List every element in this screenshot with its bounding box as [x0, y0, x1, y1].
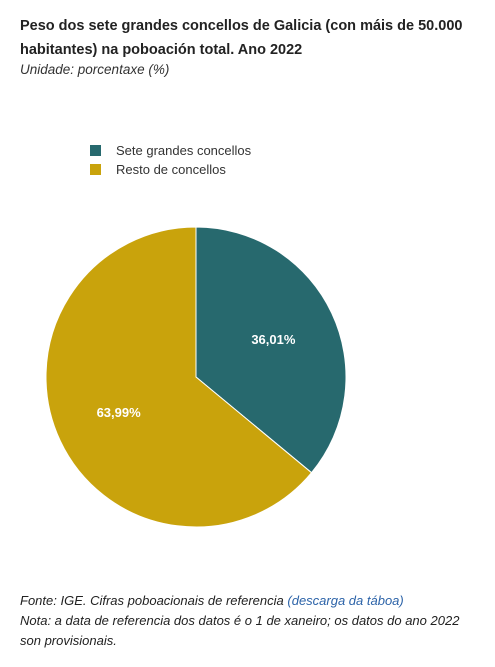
source-text: Fonte: IGE. Cifras poboacionais de refer…	[20, 593, 284, 608]
source-line: Fonte: IGE. Cifras poboacionais de refer…	[20, 591, 480, 611]
note-text: Nota: a data de referencia dos datos é o…	[20, 613, 460, 648]
legend-item-sete-grandes-concellos[interactable]: Sete grandes concellos	[90, 141, 251, 160]
pie-label-sete-grandes-concellos: 36,01%	[251, 332, 296, 347]
pie-slice-resto-de-concellos[interactable]	[45, 226, 313, 528]
pie-chart: 36,01% 63,99%	[45, 226, 347, 528]
pie-slice-sete-grandes-concellos[interactable]	[195, 226, 347, 474]
legend-item-resto-de-concellos[interactable]: Resto de concellos	[90, 160, 251, 179]
legend-swatch-resto-de-concellos	[90, 164, 101, 175]
chart-footer: Fonte: IGE. Cifras poboacionais de refer…	[20, 591, 480, 651]
legend-swatch-sete-grandes-concellos	[90, 145, 101, 156]
legend-label-resto-de-concellos: Resto de concellos	[116, 162, 226, 177]
chart-legend: Sete grandes concellos Resto de concello…	[90, 141, 251, 179]
download-table-link[interactable]: (descarga da táboa)	[287, 593, 404, 608]
chart-subtitle: Unidade: porcentaxe (%)	[20, 62, 170, 77]
chart-title: Peso dos sete grandes concellos de Galic…	[20, 18, 463, 58]
legend-label-sete-grandes-concellos: Sete grandes concellos	[116, 143, 252, 158]
pie-label-resto-de-concellos: 63,99%	[97, 405, 142, 420]
